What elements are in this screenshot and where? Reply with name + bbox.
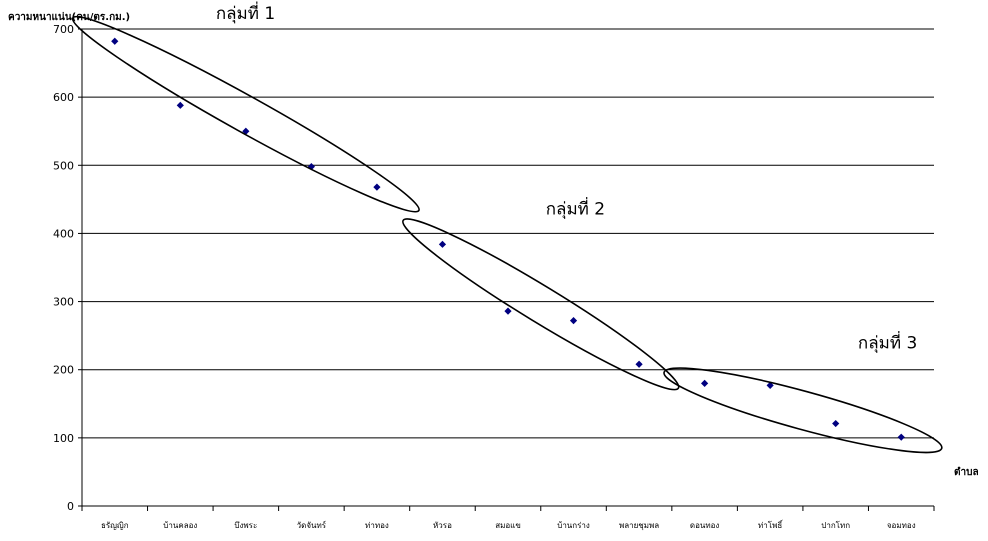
x-tick-label: สมอแข: [495, 521, 521, 530]
x-tick-label: พลายชุมพล: [619, 521, 659, 530]
data-point: [897, 433, 905, 441]
x-tick-label: ท่าโพธิ์: [758, 519, 784, 530]
y-tick-label: 700: [53, 23, 74, 36]
axes: [78, 28, 935, 511]
data-point: [635, 360, 643, 368]
x-tick-label: บ้านกร่าง: [557, 521, 590, 530]
x-tick-labels: ธรัญญิก บ้านคลอง บึงพระ วัดจันทร์ ท่าทอง หัวร…: [101, 519, 916, 530]
y-tick-label: 0: [67, 500, 74, 513]
data-point: [701, 379, 709, 387]
group-label: กลุ่มที่ 2: [546, 196, 605, 219]
gridlines: [82, 28, 934, 439]
data-point: [176, 101, 184, 109]
y-tick-label: 300: [53, 296, 74, 309]
y-tick-label: 400: [53, 227, 74, 240]
x-tick-label: ปากโทก: [821, 520, 850, 530]
x-tick-label: บ้านคลอง: [163, 521, 197, 530]
group-labels: กลุ่มที่ 1 กลุ่มที่ 2 กลุ่มที่ 3: [216, 1, 917, 353]
group-label: กลุ่มที่ 3: [858, 330, 917, 353]
x-tick-label: ดอนทอง: [690, 521, 720, 530]
data-point: [111, 37, 119, 45]
y-axis-label: ความหนาแน่น(คน/ตร.กม.): [8, 11, 130, 23]
data-point: [569, 317, 578, 325]
group-ellipse: [663, 367, 943, 454]
group-label: กลุ่มที่ 1: [216, 1, 275, 24]
group-ellipse: [71, 15, 420, 213]
x-tick-label: ธรัญญิก: [101, 521, 129, 530]
data-point: [373, 183, 381, 191]
group-ellipses: [71, 15, 943, 454]
y-tick-label: 600: [53, 91, 74, 104]
y-tick-label: 100: [53, 432, 74, 445]
x-axis-label: ตำบล: [954, 466, 979, 478]
data-points: [111, 37, 905, 441]
data-point: [438, 240, 447, 248]
y-tick-label: 200: [53, 364, 74, 377]
x-tick-label: ท่าทอง: [365, 521, 389, 530]
x-tick-label: จอมทอง: [887, 521, 916, 530]
x-tick-label: บึงพระ: [234, 521, 257, 530]
data-point: [307, 163, 315, 171]
data-point: [766, 381, 774, 389]
group-ellipse: [402, 218, 680, 391]
y-tick-label: 500: [53, 159, 74, 172]
data-point: [832, 419, 840, 428]
y-tick-labels: 0 100 200 300 400 500 600 700: [53, 23, 74, 513]
x-tick-label: หัวรอ: [433, 521, 452, 530]
x-tick-label: วัดจันทร์: [297, 520, 327, 530]
data-point: [504, 307, 512, 315]
